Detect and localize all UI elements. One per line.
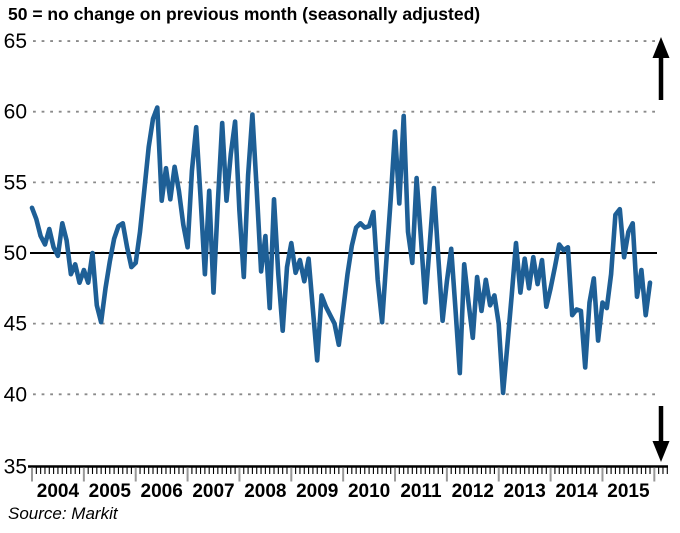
x-axis-label-2011: 2011 bbox=[400, 481, 442, 502]
x-axis-label-2014: 2014 bbox=[555, 481, 598, 502]
y-axis-label-50: 50 bbox=[4, 242, 27, 265]
x-axis-label-2007: 2007 bbox=[192, 481, 234, 502]
x-axis-label-2006: 2006 bbox=[141, 481, 183, 502]
x-axis-label-2009: 2009 bbox=[296, 481, 338, 502]
x-axis-label-2012: 2012 bbox=[452, 481, 494, 502]
y-axis-label-65: 65 bbox=[4, 30, 27, 53]
y-axis-label-60: 60 bbox=[4, 101, 27, 124]
x-axis-label-2004: 2004 bbox=[37, 481, 80, 502]
source-note: Source: Markit bbox=[8, 504, 118, 523]
pmi-line-series bbox=[29, 105, 653, 396]
y-axis-label-55: 55 bbox=[4, 171, 27, 194]
x-axis-label-2010: 2010 bbox=[348, 481, 390, 502]
y-axis-label-40: 40 bbox=[4, 383, 27, 406]
x-axis-label-2015: 2015 bbox=[607, 481, 650, 502]
down-arrow-head-icon bbox=[652, 441, 670, 462]
x-axis-label-2005: 2005 bbox=[89, 481, 132, 502]
chart-title: 50 = no change on previous month (season… bbox=[8, 4, 481, 24]
y-axis-label-35: 35 bbox=[4, 456, 27, 479]
y-axis-label-45: 45 bbox=[4, 313, 27, 336]
x-axis-label-2008: 2008 bbox=[244, 481, 286, 502]
up-arrow-head-icon bbox=[652, 37, 670, 58]
x-axis-label-2013: 2013 bbox=[504, 481, 546, 502]
